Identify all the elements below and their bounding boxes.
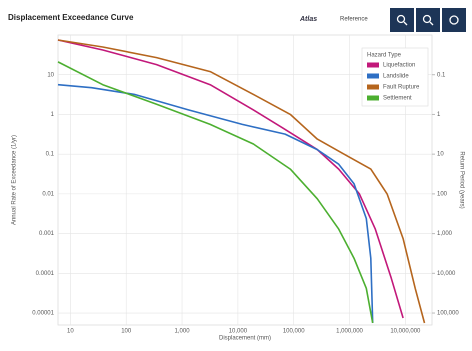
y-tick-label: 0.1 bbox=[46, 152, 55, 158]
y-tick-label: 0.00001 bbox=[32, 311, 54, 317]
x-axis-label: Displacement (mm) bbox=[219, 336, 271, 342]
y2-tick-label: 10 bbox=[437, 152, 444, 158]
chart-title: Displacement Exceedance Curve bbox=[8, 13, 134, 22]
y-tick-label: 10 bbox=[47, 72, 54, 78]
legend-label: Settlement bbox=[383, 96, 412, 102]
y-tick-label: 1 bbox=[51, 112, 55, 118]
legend-swatch bbox=[367, 62, 379, 68]
legend-label: Liquefaction bbox=[383, 63, 415, 69]
zoom-out-button[interactable] bbox=[416, 8, 440, 32]
x-tick-label: 10,000 bbox=[229, 329, 248, 335]
legend-label: Landslide bbox=[383, 74, 409, 80]
legend-swatch bbox=[367, 84, 379, 90]
legend-swatch bbox=[367, 95, 379, 101]
plot-frame bbox=[57, 34, 433, 326]
reference-link[interactable]: Reference bbox=[340, 17, 368, 23]
y-tick-label: 0.0001 bbox=[36, 271, 55, 277]
y2-tick-label: 0.1 bbox=[437, 72, 446, 78]
zoom-in-button[interactable] bbox=[390, 8, 414, 32]
x-tick-label: 1,000,000 bbox=[336, 329, 363, 335]
reset-button[interactable] bbox=[442, 8, 466, 32]
series-line bbox=[57, 39, 426, 324]
y2-tick-label: 100,000 bbox=[437, 311, 459, 317]
y-tick-label: 0.01 bbox=[42, 191, 54, 197]
x-tick-label: 100,000 bbox=[283, 329, 305, 335]
y2-tick-label: 10,000 bbox=[437, 271, 456, 277]
series-line bbox=[57, 61, 374, 324]
legend-title: Hazard Type bbox=[367, 53, 402, 59]
y2-axis-label: Return Period (years) bbox=[458, 151, 464, 208]
legend-label: Fault Rupture bbox=[383, 85, 420, 91]
series-line bbox=[57, 39, 404, 319]
x-tick-label: 10 bbox=[67, 329, 74, 335]
y2-tick-label: 100 bbox=[437, 191, 448, 197]
x-tick-label: 10,000,000 bbox=[390, 329, 421, 335]
x-tick-label: 1,000 bbox=[175, 329, 191, 335]
y2-tick-label: 1 bbox=[437, 112, 441, 118]
y2-tick-label: 1,000 bbox=[437, 231, 453, 237]
y-axis-label: Annual Rate of Exceedance (1/yr) bbox=[12, 135, 18, 225]
brand: Atlas bbox=[299, 16, 317, 23]
legend-swatch bbox=[367, 73, 379, 79]
x-tick-label: 100 bbox=[121, 329, 132, 335]
y-tick-label: 0.001 bbox=[39, 231, 55, 237]
